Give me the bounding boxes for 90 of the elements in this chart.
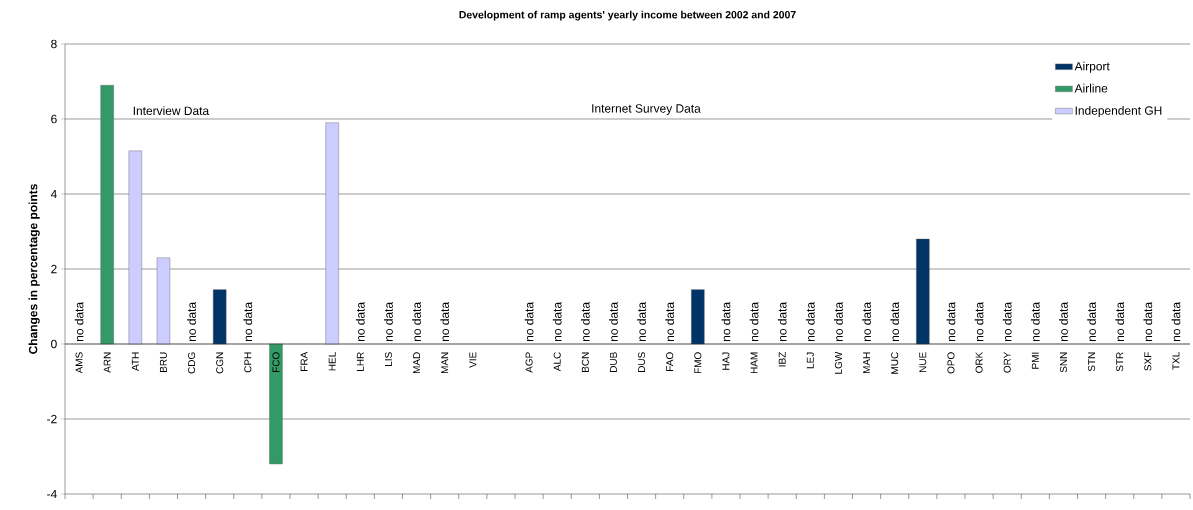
x-tick-label: BCN	[581, 352, 589, 372]
x-tick-label: MUC	[891, 352, 899, 374]
x-tick-label: TXL	[1172, 352, 1180, 370]
y-tick-label: 4	[50, 189, 57, 199]
x-tick-label: DUB	[609, 352, 617, 372]
x-tick-label: CGN	[216, 352, 224, 374]
text: no data	[1115, 301, 1125, 341]
text: no data	[665, 301, 675, 341]
y-tick-label: 2	[51, 264, 57, 274]
text: no data	[1087, 301, 1096, 341]
text: no data	[355, 301, 365, 341]
annotation: Interview Data	[133, 106, 210, 116]
x-tick-label: ALC	[553, 352, 561, 372]
x-tick-label: LGW	[834, 351, 842, 374]
x-tick-label: MAH	[863, 352, 870, 374]
text: no data	[637, 301, 646, 341]
x-tick-label: HAJ	[722, 352, 730, 370]
text: no data	[862, 301, 871, 341]
x-tick-label: ARN	[103, 352, 111, 373]
x-tick-label: BRU	[159, 352, 167, 372]
y-tick-label: 6	[51, 114, 57, 124]
x-tick-label: AGP	[525, 352, 533, 373]
text: no data	[834, 301, 843, 341]
x-tick-label: CDG	[188, 352, 196, 374]
bar	[212, 289, 227, 345]
x-tick-label: LEJ	[806, 352, 814, 369]
text: no data	[1002, 301, 1012, 341]
text: no data	[1059, 301, 1068, 341]
chart-title: Development of ramp agents' yearly income between 2002 and 2007	[459, 10, 796, 21]
x-tick-label: FRA	[300, 351, 308, 371]
text: no data	[384, 301, 393, 341]
text: no data	[524, 301, 534, 341]
bar	[269, 343, 283, 465]
y-tick-label: 8	[51, 39, 57, 49]
x-tick-label: FMO	[694, 352, 702, 374]
y-tick-label: -2	[47, 414, 57, 424]
x-tick-label: STR	[1116, 352, 1124, 372]
x-tick-label: STN	[1088, 352, 1096, 372]
text: no data	[749, 301, 759, 341]
text: no data	[890, 301, 900, 341]
x-tick-label: MAD	[413, 352, 420, 374]
text: no data	[974, 301, 984, 341]
x-tick-label: DUS	[638, 352, 646, 372]
x-tick-label: ATH	[131, 352, 139, 371]
text: no data	[243, 301, 253, 341]
legend-label: Airline	[1074, 83, 1108, 93]
text: no data	[440, 301, 450, 341]
x-tick-label: SXF	[1144, 352, 1152, 371]
text: no data	[777, 301, 787, 341]
text: no data	[1030, 301, 1040, 341]
x-tick-label: PMI	[1031, 352, 1039, 369]
text: no data	[552, 301, 562, 341]
x-tick-label: FCO	[272, 352, 280, 372]
y-axis-title: Changes in percentage points	[28, 184, 40, 354]
x-tick-label: MAN	[441, 352, 449, 374]
x-tick-label: HAM	[750, 352, 758, 374]
text: no data	[721, 301, 731, 341]
text: no data	[1143, 301, 1153, 341]
annotation: Internet Survey Data	[592, 104, 701, 116]
bar	[325, 122, 339, 345]
text: no data	[946, 301, 956, 341]
x-tick-label: CPH	[244, 352, 252, 373]
x-tick-label: NUE	[919, 352, 927, 372]
x-tick-label: HEL	[328, 352, 336, 371]
text: no data	[74, 301, 84, 341]
bar	[100, 85, 114, 345]
x-tick-label: SNN	[1059, 352, 1067, 373]
x-tick-label: OPO	[947, 352, 955, 374]
x-tick-label: LIS	[384, 352, 392, 366]
x-tick-label: FAO	[666, 352, 674, 371]
text: no data	[580, 301, 590, 341]
text: no data	[609, 301, 618, 341]
x-tick-label: ORK	[975, 351, 983, 373]
text: no data	[1171, 301, 1181, 341]
bar	[691, 289, 705, 345]
bar	[128, 150, 143, 345]
legend-label: Airport	[1074, 61, 1110, 73]
x-tick-label: AMS	[75, 352, 83, 374]
x-tick-label: VIE	[469, 352, 477, 368]
text: no data	[187, 301, 196, 341]
y-tick-label: 0	[51, 339, 57, 349]
text: no data	[805, 301, 815, 341]
x-tick-label: IBZ	[778, 352, 786, 367]
x-tick-label: ORY	[1003, 351, 1011, 373]
y-tick-label: -4	[47, 489, 57, 499]
bar	[156, 257, 171, 345]
x-tick-label: LHR	[356, 352, 364, 371]
legend-label: Independent GH	[1075, 105, 1162, 118]
text: no data	[412, 301, 421, 341]
bar	[916, 238, 930, 345]
